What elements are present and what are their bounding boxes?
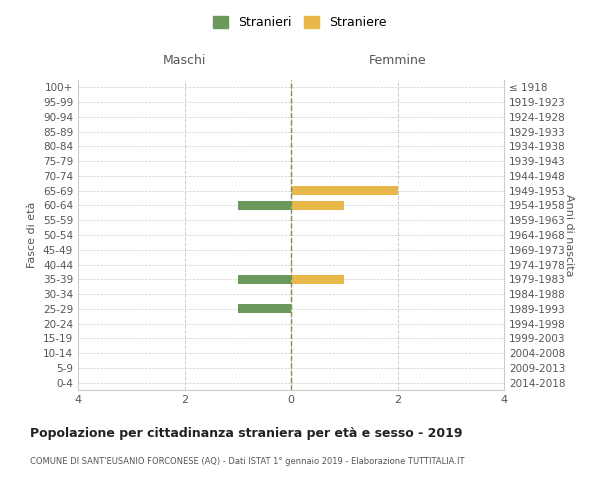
- Bar: [291, 186, 398, 195]
- Text: Popolazione per cittadinanza straniera per età e sesso - 2019: Popolazione per cittadinanza straniera p…: [30, 428, 463, 440]
- Text: Femmine: Femmine: [368, 54, 427, 68]
- Y-axis label: Fasce di età: Fasce di età: [28, 202, 37, 268]
- Y-axis label: Anni di nascita: Anni di nascita: [564, 194, 574, 276]
- Bar: [238, 201, 291, 210]
- Bar: [238, 304, 291, 313]
- Text: COMUNE DI SANT'EUSANIO FORCONESE (AQ) - Dati ISTAT 1° gennaio 2019 - Elaborazion: COMUNE DI SANT'EUSANIO FORCONESE (AQ) - …: [30, 458, 464, 466]
- Bar: [291, 275, 344, 283]
- Legend: Stranieri, Straniere: Stranieri, Straniere: [208, 11, 392, 34]
- Bar: [291, 201, 344, 210]
- Text: Maschi: Maschi: [163, 54, 206, 68]
- Bar: [238, 275, 291, 283]
